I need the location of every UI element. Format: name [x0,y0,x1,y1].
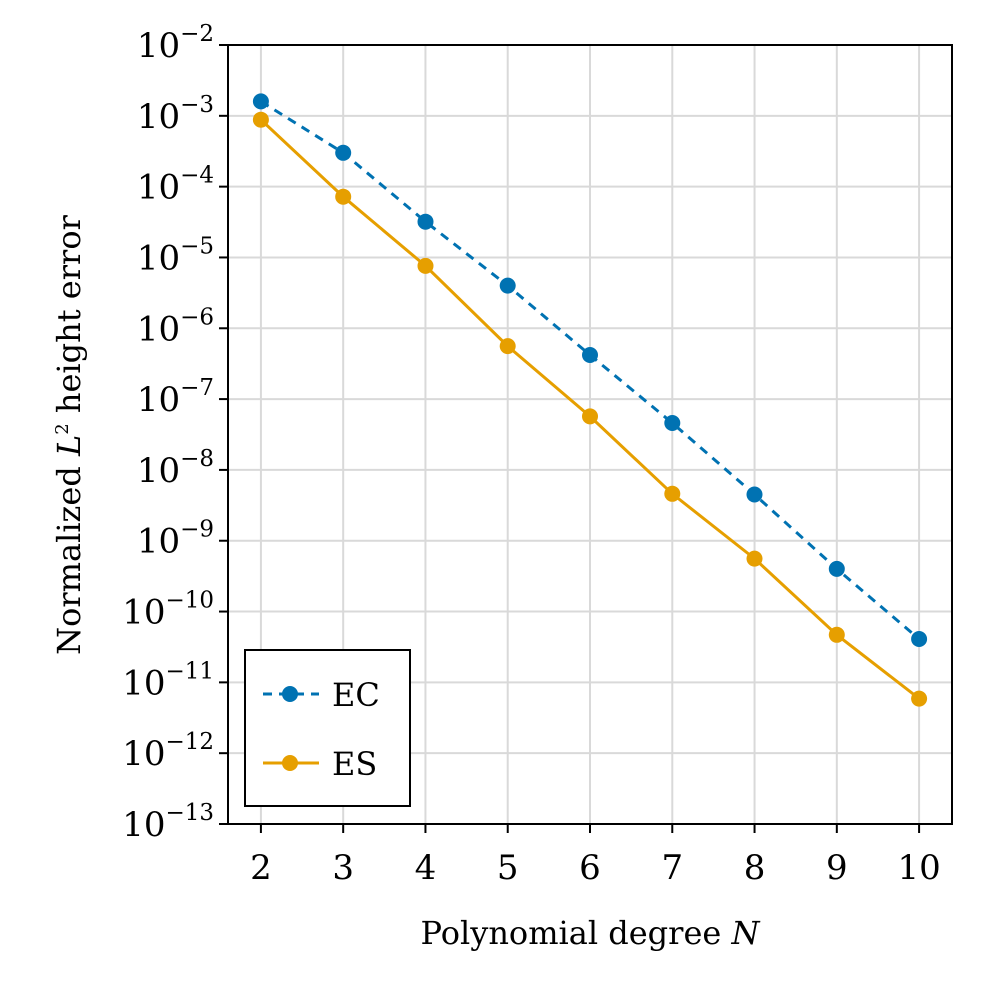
y-tick-label: 10−10 [122,588,214,633]
data-point-es [746,550,763,567]
data-point-ec [911,631,928,647]
legend-box [244,649,411,807]
series-layer [252,93,928,707]
data-point-ec [582,347,598,363]
y-tick-label: 10−5 [137,233,214,278]
x-tick-label: 7 [661,848,683,888]
x-tick-label: 4 [415,848,437,888]
legend-es-marker [282,755,298,771]
series-ec [252,93,928,647]
legend-item-es: ES [263,745,377,783]
x-tick-label: 2 [250,848,272,888]
y-tick-label: 10−12 [122,729,214,774]
y-tick-label: 10−2 [137,21,214,66]
y-tick-label: 10−4 [137,163,214,208]
legend-ec-marker [282,686,298,702]
grid [228,44,952,825]
y-tick-label: 10−7 [137,375,214,420]
data-point-ec [335,144,352,161]
y-tick-label: 10−13 [122,800,214,845]
legend: EC ES [244,649,411,807]
data-point-es [582,408,598,425]
data-point-ec [828,560,845,577]
y-tick-label: 10−11 [122,658,214,703]
y-tick-label: 10−6 [137,304,214,349]
x-tick-label: 6 [579,848,601,888]
x-tick-label: 9 [826,848,848,888]
x-tick-label: 10 [897,848,940,888]
x-tick-label: 8 [744,848,766,888]
ticks: 2 3 4 5 6 7 8 9 10 10−2 10−3 10−4 10−5 10−6 10−7 10−8 10… [122,21,941,888]
data-point-ec [252,93,269,110]
data-point-ec [417,213,434,230]
data-point-es [417,257,434,274]
data-point-es [252,111,269,128]
data-point-es [499,338,516,355]
x-axis-title: Polynomial degree N [421,914,761,952]
y-tick-label: 10−8 [137,446,214,491]
data-point-es [911,690,928,707]
series-es [252,111,928,707]
x-tick-label: 3 [332,848,354,888]
data-point-ec [664,415,681,431]
y-tick-label: 10−9 [137,517,214,562]
x-tick-label: 5 [497,848,519,888]
legend-ec-label: EC [332,676,380,714]
data-point-ec [499,277,516,294]
data-point-ec [746,486,763,503]
data-point-es [664,485,681,502]
data-point-es [828,626,845,643]
data-point-es [335,188,352,205]
legend-es-label: ES [332,745,377,783]
legend-item-ec: EC [263,676,380,714]
y-axis-title: Normalized L2 height error [50,214,88,654]
y-tick-label: 10−3 [137,92,214,137]
